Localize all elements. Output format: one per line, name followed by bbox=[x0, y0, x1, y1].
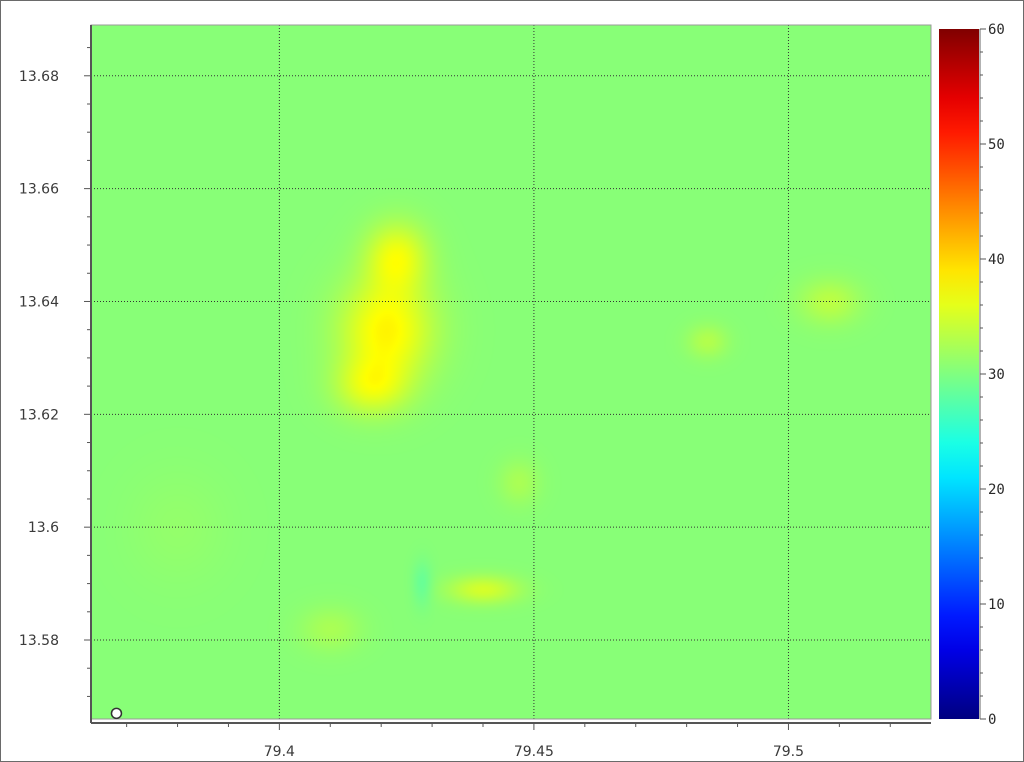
y-tick-label: 13.64 bbox=[19, 294, 59, 310]
colorbar-gradient bbox=[939, 29, 979, 719]
y-tick-label: 13.62 bbox=[19, 407, 59, 423]
heatmap-plot-area bbox=[91, 25, 931, 719]
colorbar: 0 10 20 30 40 50 60 bbox=[939, 22, 1005, 728]
marker-layer bbox=[110, 707, 123, 720]
colorbar-tick-label: 30 bbox=[988, 367, 1005, 383]
y-tick-label: 13.58 bbox=[19, 633, 59, 649]
y-tick-label: 13.66 bbox=[19, 182, 59, 198]
axes: 79.4 79.45 79.5 13.68 13.66 13.64 13.62 13.6 13.… bbox=[19, 24, 932, 760]
x-tick-label: 79.5 bbox=[773, 744, 804, 760]
colorbar-tick-label: 50 bbox=[988, 137, 1005, 153]
y-tick-label: 13.6 bbox=[28, 520, 59, 536]
x-tick-label: 79.45 bbox=[514, 744, 554, 760]
colorbar-tick-label: 0 bbox=[988, 712, 996, 728]
colorbar-tick-label: 20 bbox=[988, 482, 1005, 498]
y-tick-label: 13.68 bbox=[19, 69, 59, 85]
heatmap-image bbox=[91, 25, 931, 719]
location-marker bbox=[110, 707, 123, 720]
colorbar-tick-label: 60 bbox=[988, 22, 1005, 38]
colorbar-tick-label: 10 bbox=[988, 597, 1005, 613]
colorbar-tick-label: 40 bbox=[988, 252, 1005, 268]
x-tick-label: 79.4 bbox=[264, 744, 295, 760]
grid-lines bbox=[91, 25, 931, 719]
